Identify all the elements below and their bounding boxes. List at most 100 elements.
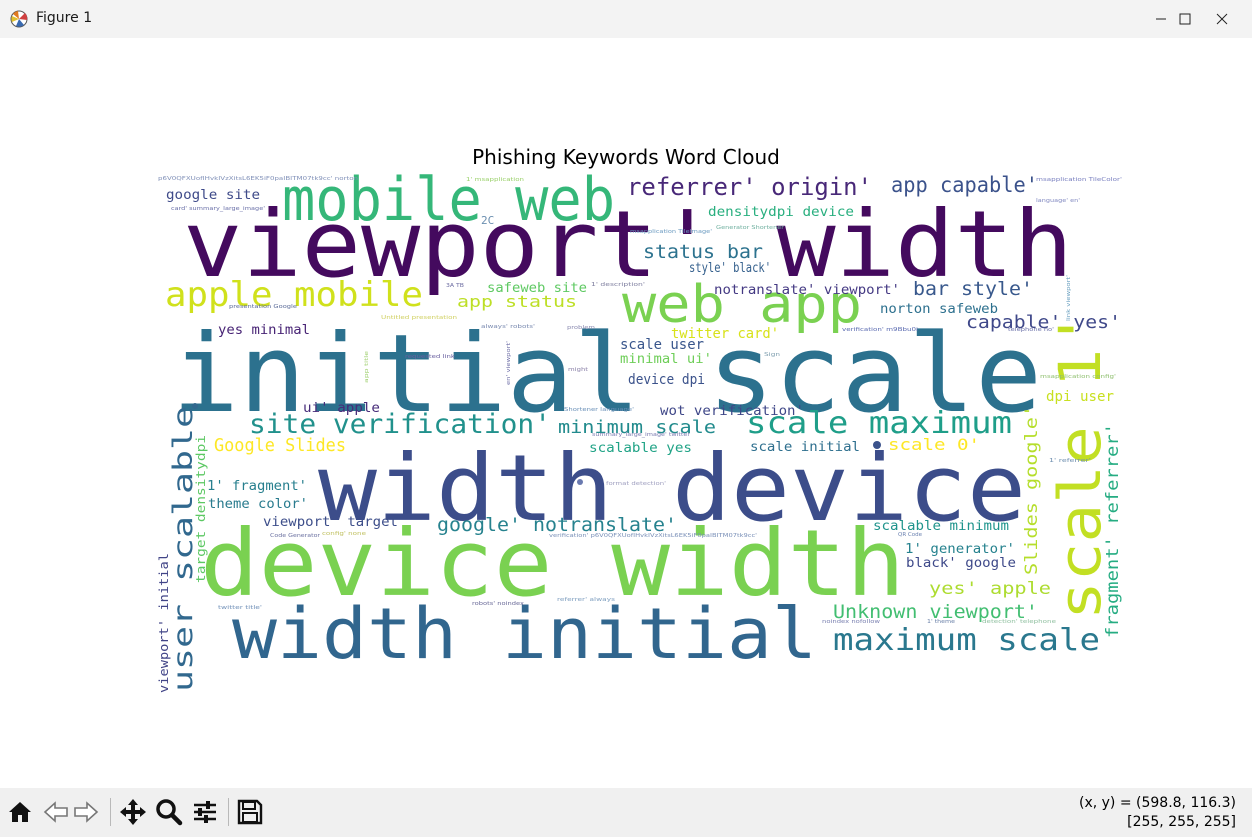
wc-word: 3A TB bbox=[446, 283, 465, 289]
wc-word: yes minimal bbox=[218, 323, 310, 338]
back-arrow-icon bbox=[43, 801, 68, 823]
wc-word: viewport' target bbox=[263, 515, 398, 530]
wc-word: initial scale bbox=[172, 312, 1042, 437]
wc-word: device dpi bbox=[628, 372, 705, 388]
minimize-button[interactable] bbox=[1138, 0, 1184, 38]
wc-word: scale 1' bbox=[1046, 310, 1114, 620]
wc-word: width initial bbox=[232, 593, 817, 675]
wc-word: black' google bbox=[906, 556, 1016, 571]
zoom-button[interactable] bbox=[155, 798, 183, 826]
wc-word: scale maximum bbox=[746, 406, 1012, 441]
configure-subplots-button[interactable] bbox=[191, 798, 219, 826]
wc-word: user scalable bbox=[168, 406, 199, 692]
wc-word: format detection' bbox=[606, 481, 666, 487]
wc-word: viewport' initial bbox=[157, 553, 171, 693]
figure-title: Phishing Keywords Word Cloud bbox=[472, 145, 780, 169]
wc-word: language' en' bbox=[1036, 198, 1080, 204]
wc-word: width device bbox=[318, 435, 1026, 542]
figure-canvas[interactable]: Phishing Keywords Word Cloud viewport' w… bbox=[0, 38, 1252, 788]
navigation-toolbar: (x, y) = (598.8, 116.3) [255, 255, 255] bbox=[0, 788, 1252, 837]
forward-arrow-icon bbox=[74, 801, 99, 823]
forward-button[interactable] bbox=[72, 798, 100, 826]
wc-word: minimum scale bbox=[558, 417, 716, 438]
back-button[interactable] bbox=[42, 798, 70, 826]
wc-word: summary_large_image' twitter bbox=[592, 432, 691, 438]
wc-word: google' notranslate' bbox=[437, 514, 677, 536]
wc-word: bar style' bbox=[913, 278, 1033, 300]
title-bar: Figure 1 bbox=[0, 0, 1252, 38]
wc-word: densitydpi device bbox=[708, 205, 854, 220]
wc-word: app title bbox=[364, 351, 370, 383]
wc-dot bbox=[873, 441, 881, 449]
wc-word: scalable yes bbox=[589, 441, 692, 456]
wc-word: Code Generator bbox=[270, 533, 321, 539]
wc-word: verification' p6V0QFXUofIHvkIVzXitsL6EK5… bbox=[549, 533, 757, 539]
pan-button[interactable] bbox=[119, 798, 147, 826]
wc-word: presentation Google bbox=[229, 304, 297, 310]
wc-word: msapplication TileColor' bbox=[1036, 177, 1122, 183]
wc-word: Slides google' bbox=[1022, 405, 1042, 575]
wc-word: telephone no' bbox=[1008, 327, 1054, 333]
wc-word: dpi user bbox=[1046, 389, 1114, 405]
wc-word: 1' generator' bbox=[905, 542, 1015, 557]
wc-word: yes' apple bbox=[929, 579, 1051, 599]
wc-word: always' robots' bbox=[481, 324, 535, 330]
wc-word: google site bbox=[166, 188, 260, 203]
word-cloud: viewport' width initial scale width devi… bbox=[157, 165, 1123, 693]
home-icon bbox=[9, 802, 31, 822]
wc-word: notranslate' viewport' bbox=[714, 283, 900, 298]
wc-word: detection' telephone bbox=[982, 619, 1056, 625]
wc-word: 1' description' bbox=[591, 282, 645, 288]
wc-word: Sign bbox=[764, 352, 780, 358]
cursor-coordinates: (x, y) = (598.8, 116.3) bbox=[1078, 795, 1236, 811]
wc-word: web app bbox=[622, 275, 862, 335]
wc-word: referrer' origin' bbox=[627, 173, 872, 201]
wc-word: theme color' bbox=[208, 497, 308, 512]
wc-word: en' viewport' bbox=[506, 341, 512, 385]
wc-word: twitter card' bbox=[671, 326, 779, 342]
wc-word: 1' referrer' bbox=[1049, 458, 1091, 464]
wc-word: device width bbox=[200, 510, 905, 617]
sliders-icon bbox=[194, 801, 216, 823]
wc-word: Shortener language' bbox=[564, 407, 634, 413]
cursor-readout: (x, y) = (598.8, 116.3) [255, 255, 255] bbox=[1079, 794, 1236, 832]
minimize-icon bbox=[1156, 18, 1166, 20]
wc-word: fragment' referrer' bbox=[1103, 423, 1123, 638]
wc-word: apple mobile bbox=[165, 275, 423, 315]
wc-word: target densitydpi bbox=[194, 435, 208, 583]
wc-word: style' black' bbox=[689, 261, 771, 276]
maximize-icon bbox=[1179, 13, 1191, 25]
wc-word: robots' noindex bbox=[472, 601, 524, 607]
wc-word: scale user bbox=[620, 337, 704, 353]
save-button[interactable] bbox=[236, 798, 264, 826]
save-icon bbox=[237, 799, 263, 825]
wc-word: noindex nofollow bbox=[822, 619, 880, 625]
wc-word: requested link bbox=[405, 354, 455, 360]
wc-word: norton safeweb bbox=[880, 302, 998, 317]
wc-word: 1' fragment' bbox=[207, 479, 307, 494]
close-icon bbox=[1216, 13, 1228, 25]
close-button[interactable] bbox=[1199, 0, 1245, 38]
wc-word: p6V0QFXUofIHvkIVzXitsL6EK5iF0paIBITM07tk… bbox=[158, 176, 358, 182]
wc-word: app status bbox=[457, 292, 577, 311]
zoom-icon bbox=[156, 799, 183, 826]
wc-word: safeweb site bbox=[487, 281, 587, 296]
wc-word: viewport' width bbox=[183, 191, 1073, 298]
toolbar-separator bbox=[228, 798, 229, 826]
home-button[interactable] bbox=[6, 798, 34, 826]
wc-word: scale 0' bbox=[888, 435, 980, 454]
wc-word: problem bbox=[567, 325, 595, 331]
wc-word: site verification' bbox=[249, 409, 551, 440]
wc-word: referrer' always bbox=[557, 597, 616, 603]
wc-word: Untitled presentation bbox=[381, 315, 457, 321]
wc-word: ui' apple bbox=[303, 401, 380, 416]
wc-word: Unknown viewport' bbox=[833, 601, 1038, 623]
wc-word: scalable minimum bbox=[873, 519, 1009, 534]
wc-word: status bar bbox=[643, 241, 763, 263]
wc-word: config' none bbox=[322, 531, 366, 537]
wc-word: scale initial bbox=[750, 440, 860, 455]
toolbar-separator bbox=[110, 798, 111, 826]
maximize-button[interactable] bbox=[1162, 0, 1208, 38]
wc-word: Google Slides bbox=[214, 435, 346, 456]
